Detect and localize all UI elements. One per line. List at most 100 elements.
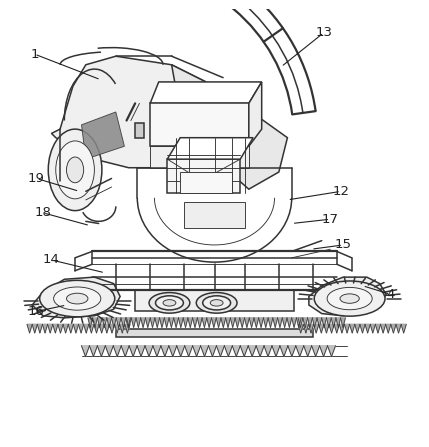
Polygon shape (249, 318, 254, 327)
Polygon shape (375, 325, 381, 333)
Polygon shape (150, 146, 249, 168)
Polygon shape (197, 318, 202, 327)
Polygon shape (153, 346, 161, 357)
Polygon shape (272, 346, 280, 357)
Polygon shape (97, 318, 102, 327)
Polygon shape (42, 325, 48, 333)
Polygon shape (120, 325, 125, 333)
Polygon shape (150, 318, 155, 327)
Polygon shape (127, 318, 131, 327)
Text: 18: 18 (34, 206, 51, 219)
Polygon shape (193, 346, 201, 357)
Polygon shape (94, 325, 99, 333)
Polygon shape (336, 318, 341, 327)
Polygon shape (150, 103, 249, 146)
Polygon shape (73, 325, 79, 333)
Polygon shape (355, 325, 360, 333)
Ellipse shape (314, 281, 385, 316)
Ellipse shape (203, 296, 231, 310)
Polygon shape (145, 318, 150, 327)
Polygon shape (334, 325, 339, 333)
Polygon shape (248, 346, 256, 357)
Polygon shape (126, 318, 130, 327)
Polygon shape (137, 346, 145, 357)
Polygon shape (268, 318, 273, 327)
Polygon shape (256, 346, 264, 357)
Polygon shape (97, 346, 106, 357)
Polygon shape (88, 318, 93, 327)
Polygon shape (84, 325, 89, 333)
Polygon shape (324, 325, 329, 333)
Polygon shape (350, 325, 355, 333)
Polygon shape (208, 346, 216, 357)
Polygon shape (304, 346, 311, 357)
Text: 14: 14 (43, 253, 60, 266)
Polygon shape (79, 325, 84, 333)
Polygon shape (230, 318, 235, 327)
Polygon shape (136, 318, 141, 327)
Polygon shape (129, 346, 137, 357)
Polygon shape (109, 325, 115, 333)
Polygon shape (107, 318, 112, 327)
Ellipse shape (196, 293, 237, 313)
Polygon shape (32, 325, 37, 333)
Polygon shape (216, 318, 221, 327)
Ellipse shape (66, 157, 84, 183)
Polygon shape (278, 318, 282, 327)
Polygon shape (381, 325, 386, 333)
Polygon shape (169, 346, 177, 357)
Polygon shape (155, 318, 160, 327)
Polygon shape (287, 318, 292, 327)
Polygon shape (226, 318, 230, 327)
Ellipse shape (163, 299, 176, 306)
Polygon shape (145, 346, 153, 357)
Polygon shape (319, 325, 324, 333)
Polygon shape (121, 318, 126, 327)
Ellipse shape (210, 299, 223, 306)
Polygon shape (160, 318, 164, 327)
Polygon shape (116, 318, 121, 327)
Polygon shape (89, 346, 97, 357)
Polygon shape (360, 325, 365, 333)
Polygon shape (93, 318, 97, 327)
Polygon shape (224, 346, 232, 357)
Polygon shape (240, 318, 245, 327)
Polygon shape (273, 318, 278, 327)
Polygon shape (344, 325, 350, 333)
Polygon shape (82, 112, 124, 159)
Polygon shape (193, 318, 197, 327)
Polygon shape (51, 56, 223, 168)
Polygon shape (365, 325, 370, 333)
Polygon shape (303, 325, 308, 333)
Polygon shape (386, 325, 391, 333)
Polygon shape (322, 318, 326, 327)
Polygon shape (249, 82, 262, 146)
Polygon shape (82, 346, 89, 357)
Polygon shape (188, 318, 193, 327)
Polygon shape (89, 325, 94, 333)
Polygon shape (177, 346, 184, 357)
Text: 4: 4 (386, 288, 395, 301)
Text: 17: 17 (322, 213, 339, 226)
Polygon shape (296, 318, 301, 327)
Polygon shape (184, 202, 245, 228)
Ellipse shape (40, 280, 115, 317)
Ellipse shape (340, 294, 359, 304)
Polygon shape (183, 318, 188, 327)
Polygon shape (328, 346, 335, 357)
Polygon shape (113, 346, 121, 357)
Text: 1: 1 (30, 47, 39, 60)
Polygon shape (27, 325, 32, 333)
Polygon shape (32, 277, 120, 318)
Polygon shape (99, 325, 104, 333)
Ellipse shape (56, 141, 94, 199)
Polygon shape (391, 325, 396, 333)
Ellipse shape (327, 287, 372, 310)
Polygon shape (282, 318, 287, 327)
Polygon shape (141, 318, 145, 327)
Polygon shape (309, 277, 386, 316)
Polygon shape (207, 318, 211, 327)
Polygon shape (178, 318, 183, 327)
Polygon shape (68, 325, 73, 333)
Polygon shape (104, 325, 109, 333)
